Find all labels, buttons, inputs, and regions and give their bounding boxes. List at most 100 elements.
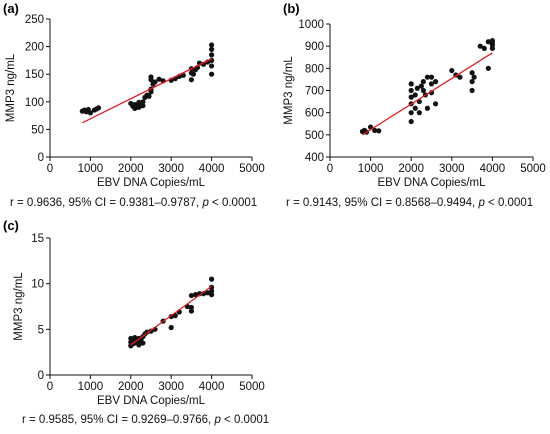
data-point <box>457 74 463 80</box>
data-point <box>209 57 215 64</box>
data-point <box>95 105 102 111</box>
x-tick-label: 1000 <box>78 163 104 175</box>
chart-panel-2: (b) 0 1000 2000 3000 4000 5000 400 500 600 700 800 9… <box>283 1 546 209</box>
data-point <box>87 110 93 116</box>
x-tick-label: 3000 <box>439 163 465 175</box>
chart-panel-3: (c) 0 1000 2000 3000 4000 5000 0 5 10 15 EBV DNA Co… <box>3 218 269 426</box>
data-point <box>209 71 215 77</box>
data-point <box>471 74 477 80</box>
regression-line <box>362 52 493 136</box>
data-point <box>209 284 215 290</box>
data-point <box>424 105 431 111</box>
x-tick-label: 4000 <box>199 381 225 393</box>
x-tick-label: 5000 <box>520 163 546 175</box>
data-point <box>469 87 475 94</box>
panel-label: (c) <box>3 218 19 233</box>
chart-panel-1: (a) 0 1000 2000 3000 4000 5000 0 50 100 150 200 250 E… <box>3 1 265 209</box>
data-point <box>209 42 215 48</box>
data-point <box>209 52 215 58</box>
data-point <box>188 292 194 299</box>
y-tick-label: 0 <box>38 370 44 382</box>
x-tick-label: 5000 <box>239 163 265 175</box>
data-point <box>485 65 491 71</box>
panel-label: (b) <box>283 1 300 16</box>
y-tick-label: 0 <box>38 152 44 164</box>
y-tick-label: 600 <box>305 108 324 120</box>
y-tick-label: 200 <box>25 42 44 54</box>
x-tick-label: 5000 <box>239 381 265 393</box>
data-point <box>412 105 418 111</box>
data-point <box>209 292 215 298</box>
data-point <box>428 81 435 87</box>
data-point <box>489 38 495 44</box>
y-tick-label: 1000 <box>298 19 324 31</box>
data-point <box>209 288 215 294</box>
data-point <box>209 63 215 69</box>
data-point <box>416 110 422 116</box>
data-point <box>168 324 174 331</box>
x-tick-label: 2000 <box>118 381 144 393</box>
correlation-caption: r = 0.9585, 95% CI = 0.9269–0.9766, p < … <box>22 414 269 426</box>
data-point <box>432 101 439 107</box>
x-axis-title: EBV DNA Copies/mL <box>97 395 206 407</box>
data-point <box>408 94 414 100</box>
data-point <box>424 74 431 80</box>
data-point <box>408 110 414 116</box>
data-point <box>192 292 199 298</box>
correlation-caption: r = 0.9143, 95% CI = 0.8568–0.9494, p < … <box>286 197 533 209</box>
data-point <box>190 71 197 77</box>
data-point <box>418 83 424 89</box>
x-tick-label: 1000 <box>358 163 384 175</box>
y-tick-label: 150 <box>25 69 44 81</box>
y-tick-label: 500 <box>305 130 324 142</box>
data-point <box>477 43 483 49</box>
data-point <box>485 39 491 45</box>
data-point <box>372 127 378 133</box>
y-tick-label: 5 <box>38 324 44 336</box>
data-point <box>408 81 414 87</box>
y-axis-title: MMP3 ng/mL <box>283 56 295 125</box>
data-point <box>140 103 146 109</box>
data-point <box>152 79 158 85</box>
data-point <box>140 99 146 105</box>
data-point <box>428 74 435 80</box>
y-axis-title: MMP3 ng/mL <box>5 53 17 122</box>
y-tick-label: 15 <box>31 233 44 245</box>
y-tick-label: 900 <box>305 41 324 53</box>
data-point <box>209 276 215 282</box>
x-tick-label: 4000 <box>199 163 225 175</box>
data-point <box>412 92 418 98</box>
regression-line <box>82 58 212 124</box>
data-point <box>140 340 146 346</box>
x-tick-label: 3000 <box>158 381 184 393</box>
data-point <box>148 74 154 80</box>
data-point <box>420 79 426 85</box>
panel-label: (a) <box>3 1 19 16</box>
x-tick-label: 4000 <box>480 163 506 175</box>
data-point <box>188 77 194 83</box>
y-tick-label: 100 <box>25 97 44 109</box>
data-point <box>469 79 475 85</box>
y-tick-label: 50 <box>31 124 44 136</box>
data-point <box>432 79 439 85</box>
x-axis-title: EBV DNA Copies/mL <box>377 177 486 189</box>
x-axis-title: EBV DNA Copies/mL <box>97 177 206 189</box>
data-point <box>408 87 414 94</box>
data-point <box>408 118 414 125</box>
data-point <box>188 304 194 311</box>
x-tick-label: 0 <box>327 163 333 175</box>
x-tick-label: 2000 <box>118 163 144 175</box>
y-tick-label: 400 <box>305 152 324 164</box>
data-point <box>420 87 426 94</box>
x-tick-label: 1000 <box>78 381 104 393</box>
data-point <box>204 290 211 296</box>
data-point <box>481 45 487 51</box>
data-point <box>449 67 455 74</box>
y-tick-label: 700 <box>305 86 324 98</box>
data-point <box>469 70 475 76</box>
x-tick-label: 3000 <box>158 163 184 175</box>
data-point <box>156 76 162 82</box>
data-point <box>188 308 194 314</box>
x-tick-label: 0 <box>47 381 53 393</box>
data-point <box>209 46 215 52</box>
